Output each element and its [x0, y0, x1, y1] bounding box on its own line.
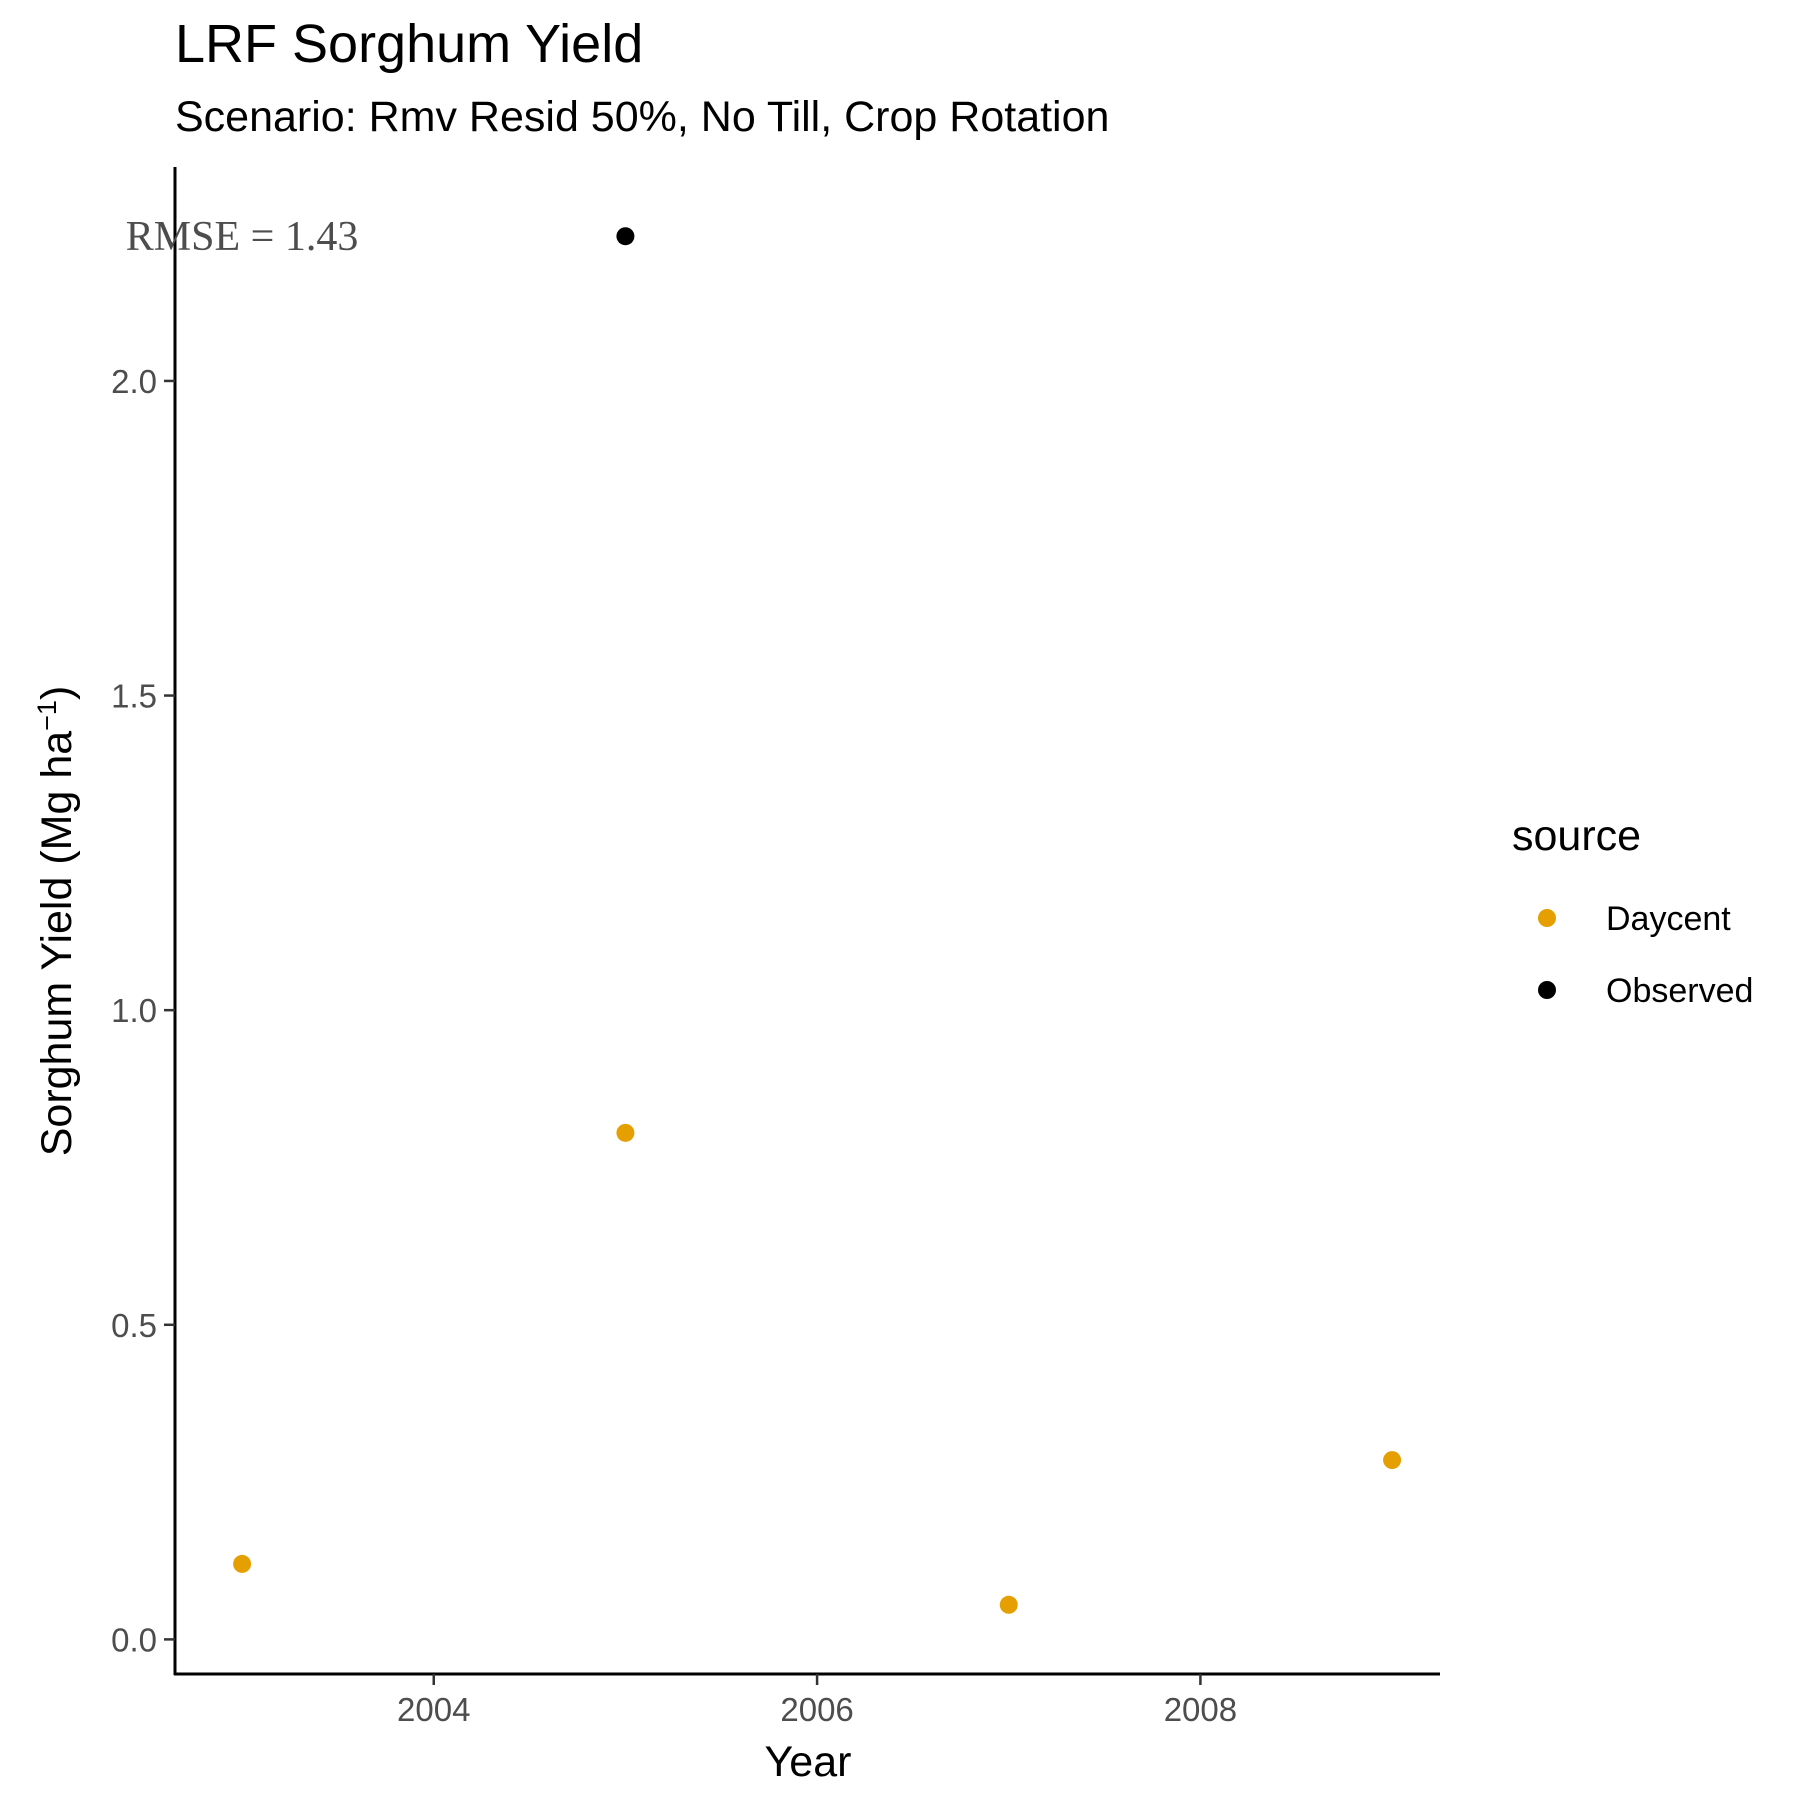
observed-legend-label: Observed [1606, 972, 1753, 1010]
plot-area [233, 227, 1402, 1614]
legend: source Daycent Observed [1512, 812, 1753, 1010]
observed-point [616, 227, 635, 246]
rmse-annotation: RMSE = 1.43 [126, 214, 359, 260]
y-tick-label: 1.5 [111, 678, 157, 715]
y-tick-label: 0.0 [111, 1621, 157, 1658]
x-axis-title: Year [765, 1738, 852, 1786]
x-axis-ticks: 2004 2006 2008 [397, 1674, 1237, 1728]
y-axis-title: Sorghum Yield (Mg ha−1) [32, 686, 81, 1157]
observed-legend-key [1538, 981, 1556, 999]
y-axis-title-superscript: −1 [32, 700, 62, 731]
daycent-point [616, 1123, 635, 1142]
y-axis-title-main: Sorghum Yield (Mg ha [33, 731, 81, 1157]
daycent-point [233, 1554, 252, 1573]
daycent-point [1383, 1451, 1402, 1470]
x-tick-label: 2008 [1164, 1691, 1237, 1728]
y-tick-label: 0.5 [111, 1307, 157, 1344]
y-axis-title-close: ) [33, 686, 81, 700]
legend-title: source [1512, 812, 1641, 860]
y-tick-label: 2.0 [111, 363, 157, 400]
x-tick-label: 2004 [397, 1691, 470, 1728]
annotation-layer: RMSE = 1.43 [126, 214, 359, 260]
chart-subtitle: Scenario: Rmv Resid 50%, No Till, Crop R… [175, 93, 1109, 141]
daycent-legend-key [1538, 909, 1556, 927]
y-axis-ticks: 0.0 0.5 1.0 1.5 2.0 [111, 363, 175, 1658]
chart-title: LRF Sorghum Yield [175, 14, 643, 74]
daycent-point [999, 1595, 1018, 1614]
x-tick-label: 2006 [780, 1691, 853, 1728]
daycent-legend-label: Daycent [1606, 900, 1731, 938]
y-tick-label: 1.0 [111, 992, 157, 1029]
